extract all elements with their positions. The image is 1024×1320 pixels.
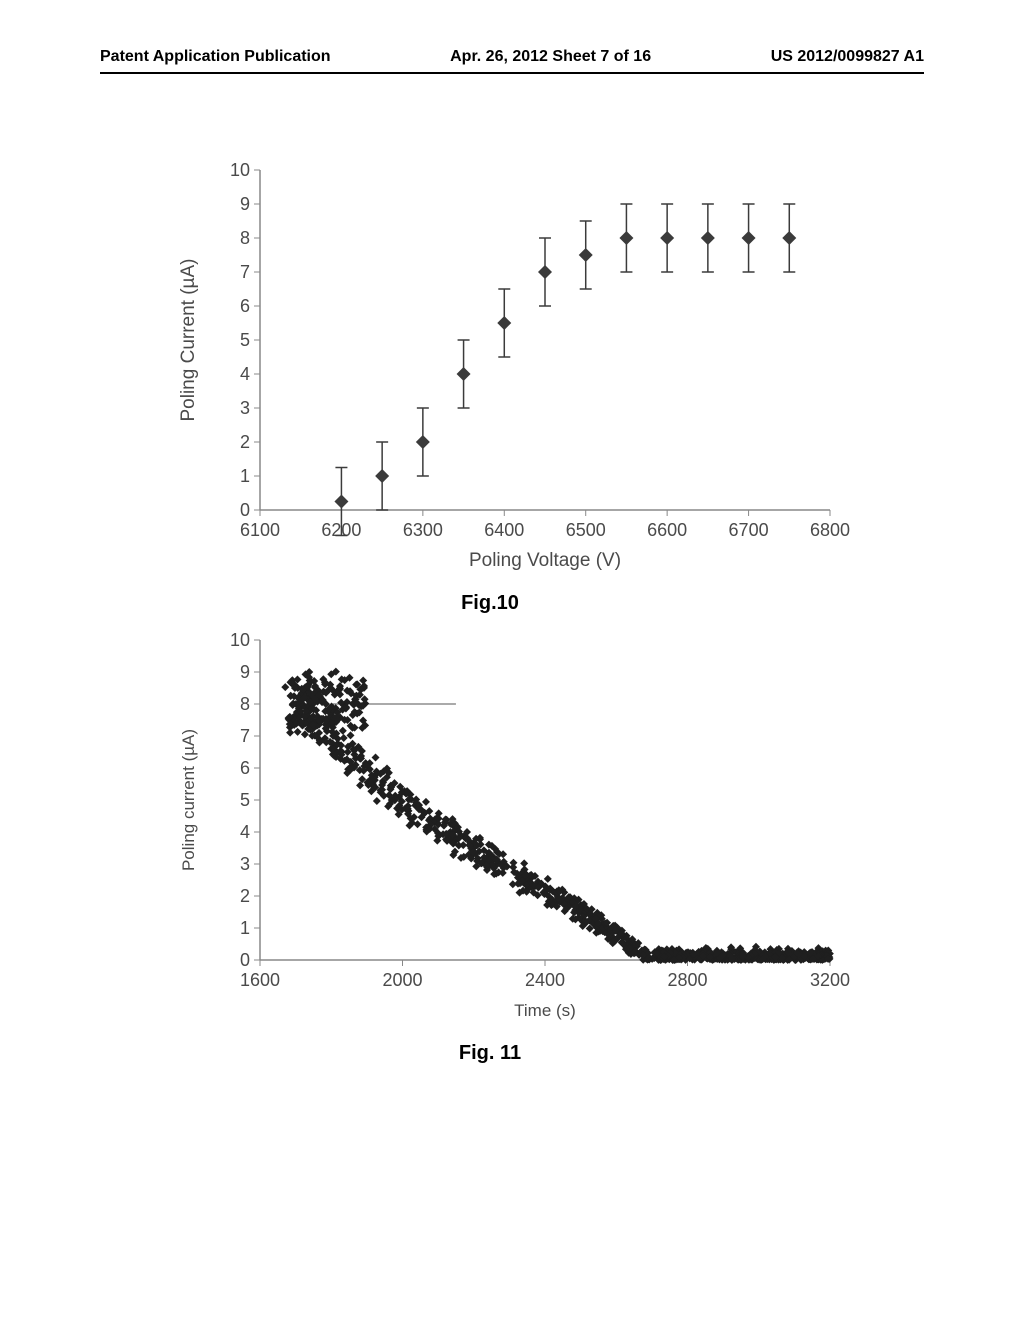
svg-text:6: 6 xyxy=(240,296,250,316)
figure-10-chart: 0123456789106100620063006400650066006700… xyxy=(170,160,850,580)
svg-text:7: 7 xyxy=(240,726,250,746)
svg-text:8: 8 xyxy=(240,228,250,248)
svg-text:1: 1 xyxy=(240,466,250,486)
svg-text:2: 2 xyxy=(240,432,250,452)
svg-text:9: 9 xyxy=(240,662,250,682)
svg-text:7: 7 xyxy=(240,262,250,282)
header-center: Apr. 26, 2012 Sheet 7 of 16 xyxy=(450,48,651,66)
svg-text:4: 4 xyxy=(240,364,250,384)
svg-text:4: 4 xyxy=(240,822,250,842)
svg-text:6600: 6600 xyxy=(647,520,687,540)
header-left: Patent Application Publication xyxy=(100,48,331,66)
svg-text:Poling Current (µA): Poling Current (µA) xyxy=(178,258,199,421)
svg-text:10: 10 xyxy=(230,160,250,180)
svg-text:8: 8 xyxy=(240,694,250,714)
svg-text:5: 5 xyxy=(240,790,250,810)
svg-text:6300: 6300 xyxy=(403,520,443,540)
svg-text:0: 0 xyxy=(240,950,250,970)
svg-text:6: 6 xyxy=(240,758,250,778)
svg-text:9: 9 xyxy=(240,194,250,214)
svg-text:6500: 6500 xyxy=(566,520,606,540)
svg-text:3: 3 xyxy=(240,398,250,418)
header-right: US 2012/0099827 A1 xyxy=(771,48,924,66)
svg-text:2000: 2000 xyxy=(382,970,422,990)
page-header: Patent Application Publication Apr. 26, … xyxy=(0,48,1024,66)
header-rule xyxy=(100,72,924,74)
svg-text:2800: 2800 xyxy=(667,970,707,990)
svg-text:6700: 6700 xyxy=(729,520,769,540)
figure-11-caption: Fig. 11 xyxy=(170,1042,810,1065)
figure-10-block: 0123456789106100620063006400650066006700… xyxy=(170,160,850,615)
svg-text:5: 5 xyxy=(240,330,250,350)
svg-text:1600: 1600 xyxy=(240,970,280,990)
svg-text:0: 0 xyxy=(240,500,250,520)
svg-text:6800: 6800 xyxy=(810,520,850,540)
svg-text:2: 2 xyxy=(240,886,250,906)
svg-text:Time (s): Time (s) xyxy=(514,1001,576,1020)
svg-text:6400: 6400 xyxy=(484,520,524,540)
svg-text:10: 10 xyxy=(230,630,250,650)
svg-text:1: 1 xyxy=(240,918,250,938)
svg-text:6100: 6100 xyxy=(240,520,280,540)
figure-11-chart: 0 1 2 3 4 5 6 7 8 9 10 1600 2000 2400 2800 3200 Time (s)… xyxy=(170,630,850,1030)
figure-11-block: 0 1 2 3 4 5 6 7 8 9 10 1600 2000 2400 2800 3200 Time (s)… xyxy=(170,630,850,1065)
svg-text:Poling current (µA): Poling current (µA) xyxy=(179,729,198,871)
svg-text:3200: 3200 xyxy=(810,970,850,990)
svg-text:Poling Voltage (V): Poling Voltage (V) xyxy=(469,550,621,571)
svg-text:3: 3 xyxy=(240,854,250,874)
figure-10-caption: Fig.10 xyxy=(170,592,810,615)
svg-text:2400: 2400 xyxy=(525,970,565,990)
